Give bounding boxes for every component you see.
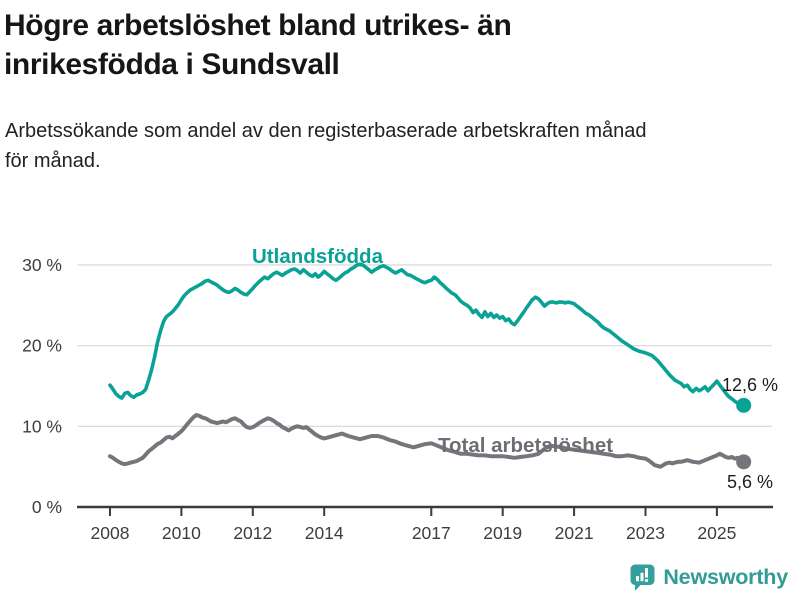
page-subtitle-line-2: för månad. (5, 150, 101, 172)
newsworthy-brand-text: Newsworthy (663, 565, 788, 589)
page-title: Högre arbetslöshet bland utrikes- än inr… (4, 6, 512, 84)
x-axis-label-2021: 2021 (555, 523, 594, 543)
y-axis-label-20-percent: 20 % (22, 336, 62, 356)
newsworthy-logo: Newsworthy (629, 564, 788, 591)
series-end-dot-total-arbetsloshet (736, 454, 752, 470)
page-title-line-2: inrikesfödda i Sundsvall (4, 48, 340, 81)
x-axis-label-2014: 2014 (305, 523, 344, 543)
bar-chart-speech-bubble-icon (630, 564, 655, 591)
series-end-dot-utlandsfodda (736, 397, 752, 413)
x-axis-label-2008: 2008 (91, 523, 130, 543)
series-line-total-arbetsloshet (108, 413, 746, 469)
x-axis-label-2019: 2019 (483, 523, 522, 543)
line-chart: 2008 2010 2012 2014 2017 2019 2021 2023 2025 0 % 1… (0, 230, 800, 560)
y-axis-label-0-percent: 0 % (32, 497, 62, 517)
line-chart-svg: 2008 2010 2012 2014 2017 2019 2021 2023 2025 0 % 1… (22, 245, 778, 543)
end-value-label-utlandsfodda: 12,6 % (722, 375, 778, 395)
y-axis-label-30-percent: 30 % (22, 255, 62, 275)
x-axis-label-2023: 2023 (626, 523, 665, 543)
x-axis-label-2010: 2010 (162, 523, 201, 543)
series-line-utlandsfodda (108, 262, 746, 408)
series-label-utlandsfodda: Utlandsfödda (252, 245, 384, 268)
x-axis-label-2025: 2025 (697, 523, 736, 543)
page-subtitle-line-1: Arbetssökande som andel av den registerb… (5, 120, 647, 142)
series-label-total-arbetsloshet: Total arbetslöshet (438, 434, 613, 457)
y-axis-label-10-percent: 10 % (22, 416, 62, 436)
end-value-label-total-arbetsloshet: 5,6 % (727, 472, 773, 492)
x-axis-label-2012: 2012 (233, 523, 272, 543)
page-title-line-1: Högre arbetslöshet bland utrikes- än (4, 9, 512, 42)
x-axis-label-2017: 2017 (412, 523, 451, 543)
page-subtitle: Arbetssökande som andel av den registerb… (5, 116, 647, 176)
